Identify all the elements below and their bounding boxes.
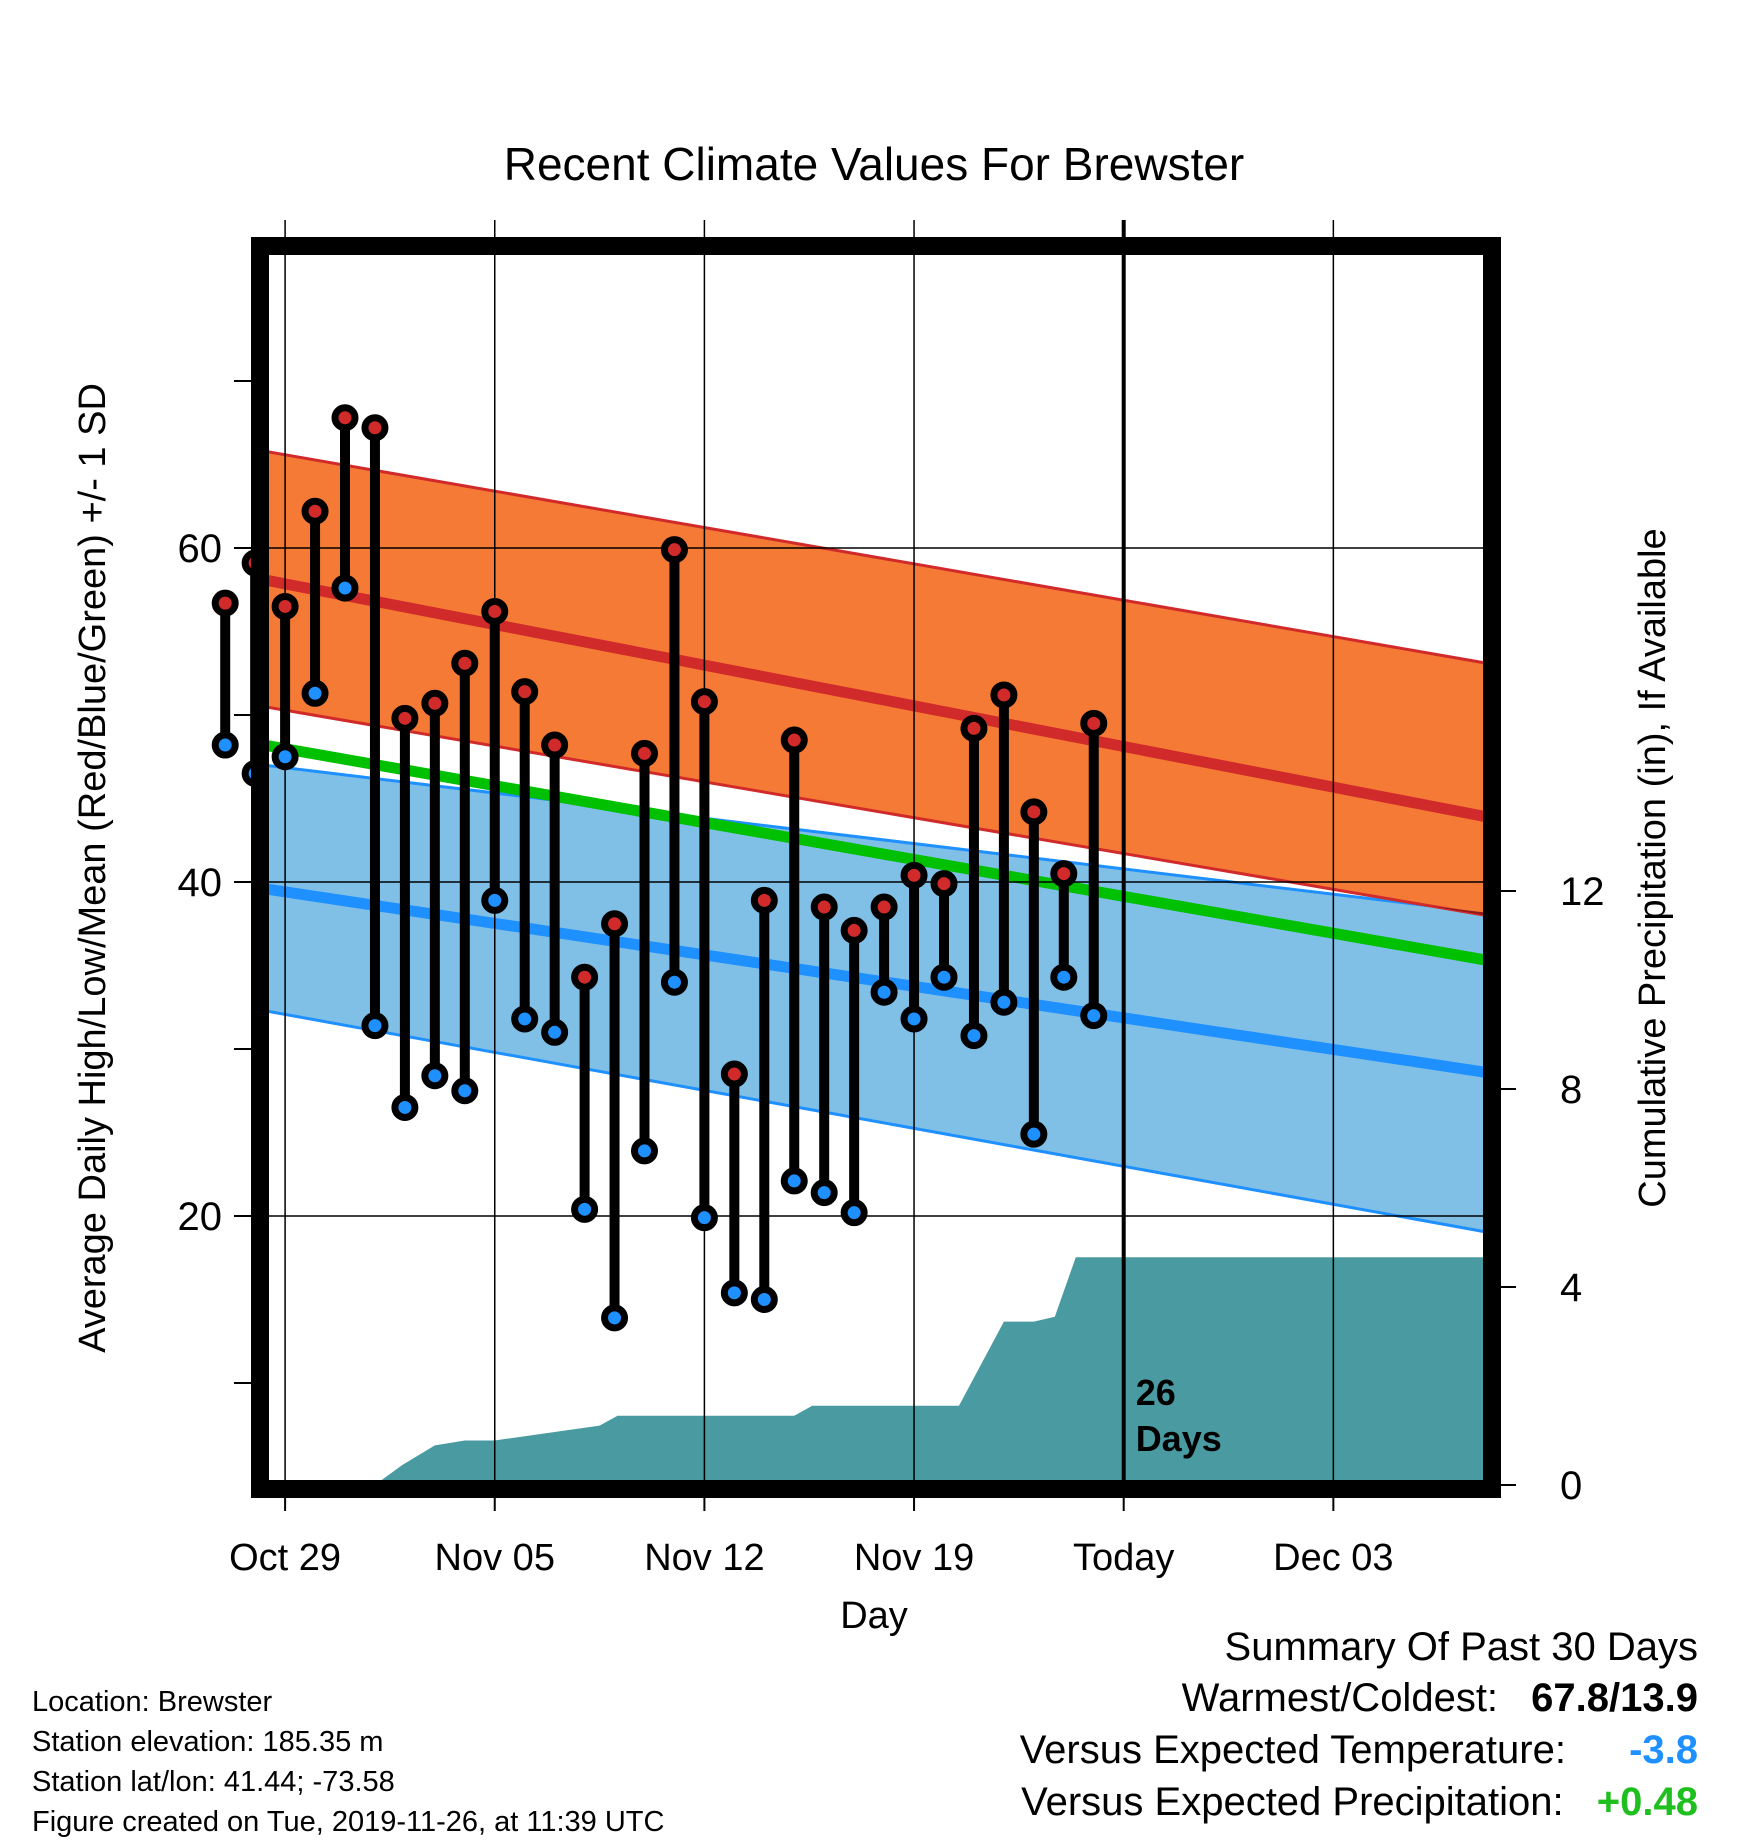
high-point [361, 414, 389, 442]
high-point [870, 893, 898, 921]
info-latlon: Station lat/lon: 41.44; -73.58 [32, 1766, 395, 1798]
y2-tick-label: 0 [1560, 1464, 1582, 1508]
summary-panel: Summary Of Past 30 Days Warmest/Coldest:… [1020, 1622, 1698, 1828]
low-point [421, 1062, 449, 1090]
high-point [451, 649, 479, 677]
low-point [870, 978, 898, 1006]
high-point [660, 536, 688, 564]
low-point [571, 1195, 599, 1223]
low-point [900, 1005, 928, 1033]
low-point [301, 679, 329, 707]
low-point [810, 1179, 838, 1207]
low-point [511, 1005, 539, 1033]
high-point [990, 681, 1018, 709]
today-annotation: Days [1136, 1418, 1222, 1459]
x-tick-label: Nov 05 [435, 1537, 555, 1579]
low-point [391, 1093, 419, 1121]
y2-tick-label: 8 [1560, 1068, 1582, 1112]
plot-frame [251, 237, 1501, 1498]
x-axis-label: Day [840, 1595, 908, 1637]
high-point [1050, 860, 1078, 888]
low-point [541, 1018, 569, 1046]
high-point [421, 689, 449, 717]
high-point [511, 678, 539, 706]
low-point [361, 1012, 389, 1040]
x-tick-label: Nov 19 [854, 1537, 974, 1579]
low-point [601, 1304, 629, 1332]
low-point [720, 1279, 748, 1307]
low-point [211, 731, 239, 759]
y-tick-label: 20 [178, 1195, 223, 1239]
station-info: Location: Brewster Station elevation: 18… [32, 1682, 664, 1842]
info-created: Figure created on Tue, 2019-11-26, at 11… [32, 1806, 665, 1838]
chart-title: Recent Climate Values For Brewster [504, 138, 1245, 190]
low-point [1080, 1002, 1108, 1030]
high-point [750, 886, 778, 914]
low-point [960, 1022, 988, 1050]
data-marks [211, 404, 1108, 1332]
low-point [631, 1137, 658, 1165]
high-point [1020, 798, 1048, 826]
low-point [990, 988, 1018, 1016]
x-tick-label: Dec 03 [1273, 1537, 1393, 1579]
summary-temp-label: Versus Expected Temperature: [1019, 1728, 1566, 1772]
high-point [271, 592, 299, 620]
high-point [211, 589, 239, 617]
high-point [301, 497, 329, 525]
summary-temp-value: -3.8 [1629, 1728, 1698, 1772]
high-point [930, 870, 958, 898]
sd-overlap-region [1430, 905, 1488, 916]
low-point [750, 1286, 778, 1313]
x-tick-label: Today [1073, 1537, 1174, 1579]
high-point [391, 704, 419, 732]
high-point [541, 731, 569, 759]
y-axis-label: Average Daily High/Low/Mean (Red/Blue/Gr… [72, 383, 114, 1353]
low-point [840, 1199, 868, 1227]
high-point [960, 714, 988, 742]
y-tick-label: 40 [178, 861, 223, 905]
summary-title: Summary Of Past 30 Days [1224, 1625, 1698, 1669]
today-annotation: 26 [1136, 1372, 1176, 1413]
high-point [810, 893, 838, 921]
low-point [1050, 963, 1078, 991]
y-tick-label: 60 [178, 527, 223, 571]
high-point [690, 688, 718, 716]
high-point [601, 910, 629, 938]
summary-precip-value: +0.48 [1596, 1780, 1698, 1824]
low-point [271, 743, 299, 771]
info-elevation: Station elevation: 185.35 m [32, 1726, 384, 1758]
high-point [481, 597, 509, 625]
low-point [331, 574, 359, 602]
low-point [451, 1077, 479, 1105]
y2-tick-label: 4 [1560, 1266, 1582, 1310]
low-point [481, 886, 509, 914]
low-point [690, 1204, 718, 1232]
high-sd-band [264, 449, 1488, 918]
axes: Oct 29 Nov 05 Nov 12 Nov 19 Today Dec 0320406… [178, 380, 1605, 1579]
high-point [331, 404, 359, 432]
high-point [720, 1060, 748, 1088]
low-point [660, 968, 688, 996]
low-point [930, 963, 958, 991]
y2-axis-label: Cumulative Precipitation (in), If Availa… [1632, 528, 1674, 1207]
summary-precip-label: Versus Expected Precipitation: [1021, 1780, 1564, 1824]
y2-tick-label: 12 [1560, 870, 1605, 914]
x-tick-label: Oct 29 [229, 1537, 341, 1579]
high-point [840, 916, 868, 944]
high-point [571, 963, 599, 991]
info-location: Location: Brewster [32, 1686, 273, 1718]
high-point [631, 739, 658, 767]
high-point [1080, 709, 1108, 737]
summary-warmest-value: 67.8/13.9 [1531, 1676, 1698, 1720]
high-point [780, 726, 808, 754]
low-point [780, 1167, 808, 1195]
summary-warmest-label: Warmest/Coldest: [1181, 1676, 1499, 1720]
high-point [900, 861, 928, 889]
low-point [1020, 1120, 1048, 1148]
x-tick-label: Nov 12 [644, 1537, 764, 1579]
precipitation-area [345, 1257, 1488, 1485]
